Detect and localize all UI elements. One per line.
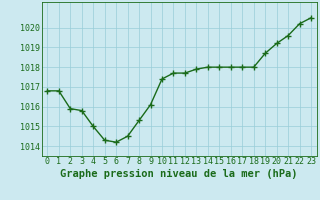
X-axis label: Graphe pression niveau de la mer (hPa): Graphe pression niveau de la mer (hPa) <box>60 169 298 179</box>
